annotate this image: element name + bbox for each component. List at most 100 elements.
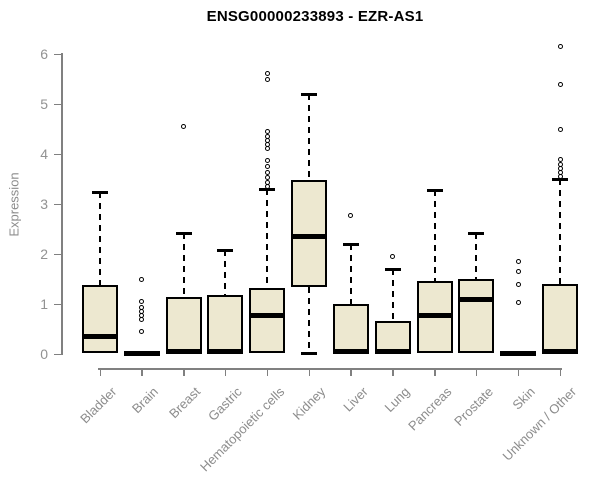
x-tick [517,368,520,376]
upper-whisker [475,233,478,279]
median-line [458,296,495,302]
x-tick-label: Breast [166,384,204,422]
upper-whisker [182,233,185,297]
box [374,321,411,353]
outlier-point [264,145,270,151]
x-tick [141,368,143,376]
x-tick-label: Skin [509,384,538,413]
x-tick [224,368,227,376]
x-tick [266,368,269,376]
upper-whisker-cap [301,93,318,96]
y-tick-label: 2 [40,246,48,262]
y-tick [54,303,62,305]
upper-whisker-cap [217,249,234,252]
y-tick [54,253,62,255]
upper-whisker [308,94,311,180]
upper-whisker [433,190,436,281]
outlier-point [348,212,354,218]
outlier-point [264,163,270,169]
box [82,285,118,353]
upper-whisker-cap [92,190,108,194]
outlier-point [264,70,270,76]
upper-whisker-cap [342,243,359,246]
outlier-point [264,157,270,163]
outlier-point [515,258,521,264]
median-line [291,233,328,239]
y-tick [54,353,62,355]
box [542,284,579,353]
median-line [82,334,118,339]
x-tick-label: Unknown / Other [500,384,580,464]
x-tick [183,368,185,376]
y-tick-label: 0 [40,346,48,362]
median-line [249,312,286,318]
median-line [123,350,160,356]
upper-whisker [559,179,562,284]
upper-whisker [349,244,352,304]
outlier-point [139,276,145,282]
x-tick-label: Prostate [451,384,496,429]
y-tick-label: 5 [40,96,48,112]
outlier-point [557,156,563,162]
x-axis-line [98,368,563,370]
outlier-point [181,124,187,129]
x-tick-label: Liver [339,384,371,415]
y-tick-label: 6 [40,46,48,62]
outlier-point [515,281,521,287]
x-tick-label: Kidney [290,384,329,423]
outlier-point [390,254,396,259]
outlier-point [139,329,145,334]
x-tick-label: Brain [129,384,162,417]
median-line [207,349,244,354]
y-tick-label: 4 [40,146,48,162]
outlier-point [264,174,270,180]
upper-whisker [99,191,101,285]
box [207,295,244,353]
x-tick [434,368,436,376]
y-tick-label: 3 [40,196,48,212]
box [458,279,495,353]
outlier-point [557,44,563,49]
upper-whisker-cap [468,232,485,235]
y-tick [54,53,62,55]
x-tick [475,368,478,376]
outlier-point [139,316,145,322]
median-line [374,349,411,354]
upper-whisker-cap [426,189,443,192]
outlier-point [557,81,563,87]
x-tick-label: Pancreas [404,384,455,434]
y-tick [54,203,62,205]
outlier-point [557,126,563,132]
outlier-point [557,173,563,179]
x-tick-label: Gastric [205,384,246,424]
median-line [332,349,369,354]
x-tick [392,368,394,376]
outlier-point [264,183,270,189]
outlier-point [515,299,521,305]
x-tick [99,368,101,376]
x-tick [559,368,562,376]
x-tick-label: Lung [381,384,413,416]
chart-title: ENSG00000233893 - EZR-AS1 [206,8,424,25]
median-line [542,348,579,354]
box [249,288,286,353]
x-tick [350,368,352,376]
upper-whisker [266,189,269,288]
upper-whisker [391,269,394,321]
x-tick [308,368,311,376]
lower-whisker-cap [301,352,318,355]
median-line [165,349,202,354]
box [165,296,202,353]
y-tick [54,153,62,155]
upper-whisker [224,250,227,295]
upper-whisker-cap [259,188,276,191]
x-tick-label: Bladder [77,384,120,427]
box [332,304,369,353]
y-tick [54,103,62,105]
upper-whisker-cap [175,232,192,235]
outlier-point [264,76,270,82]
upper-whisker-cap [552,178,569,181]
outlier-point [264,169,270,175]
lower-whisker [308,287,311,353]
